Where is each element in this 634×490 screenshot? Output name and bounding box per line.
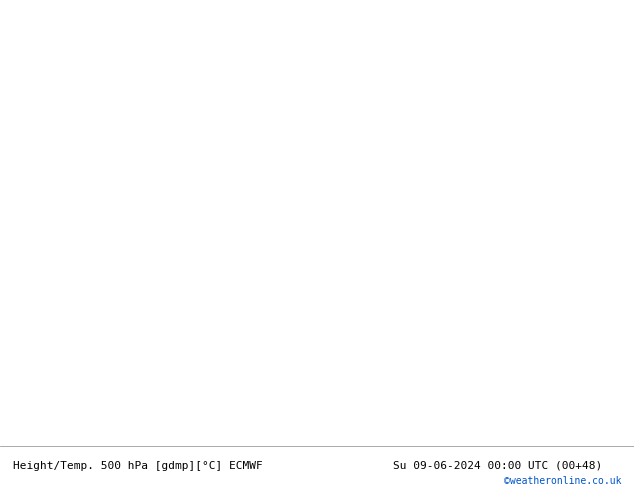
- Text: Su 09-06-2024 00:00 UTC (00+48): Su 09-06-2024 00:00 UTC (00+48): [393, 461, 602, 471]
- Text: Height/Temp. 500 hPa [gdmp][°C] ECMWF: Height/Temp. 500 hPa [gdmp][°C] ECMWF: [13, 461, 262, 471]
- Text: ©weatheronline.co.uk: ©weatheronline.co.uk: [504, 476, 621, 486]
